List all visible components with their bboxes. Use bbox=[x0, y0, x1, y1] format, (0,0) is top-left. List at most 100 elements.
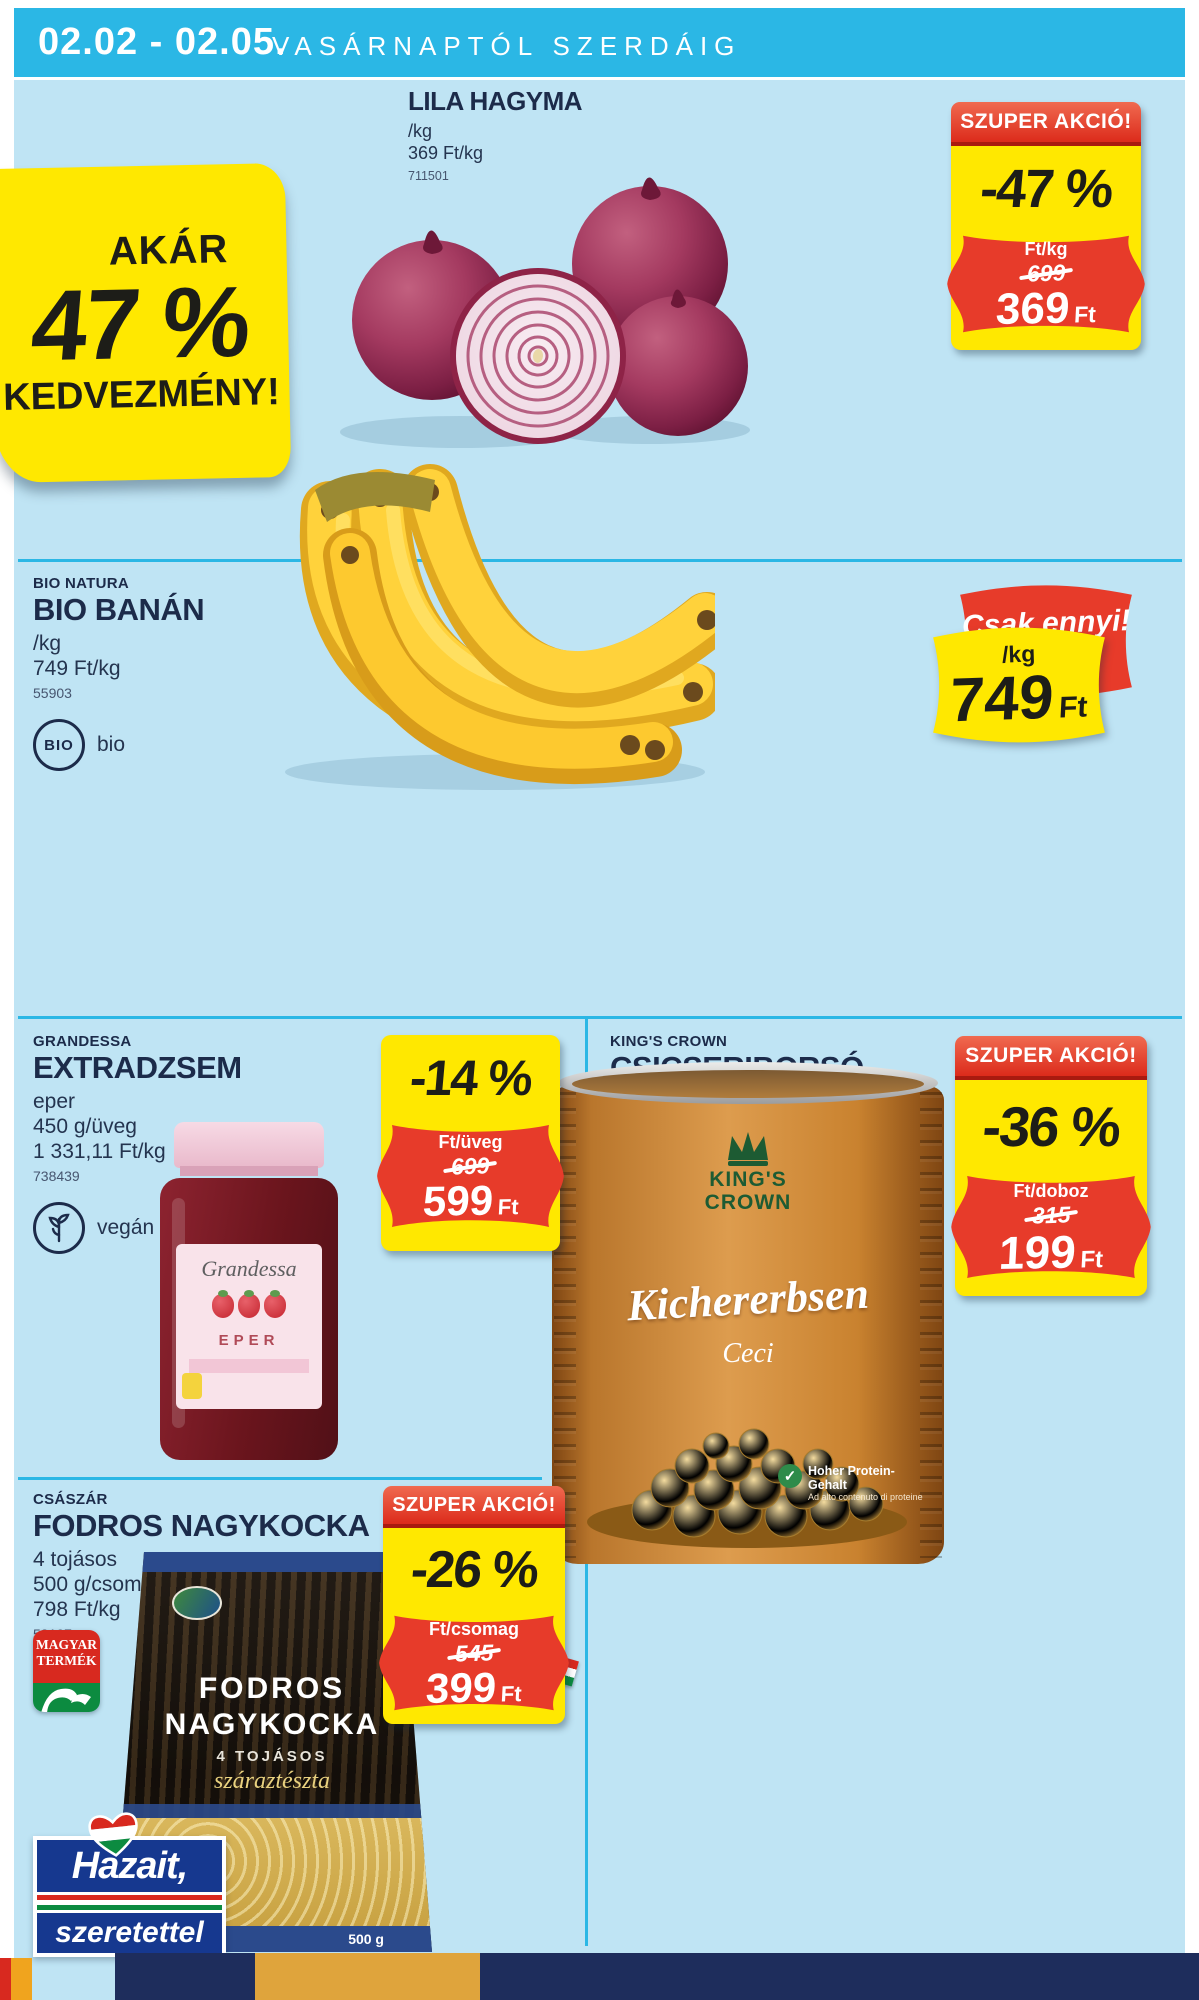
can-brand-bottom: CROWN bbox=[704, 1191, 792, 1214]
vegan-label: vegán bbox=[97, 1216, 155, 1239]
header-subtitle: VASÁRNAPTÓL SZERDÁIG bbox=[272, 31, 742, 61]
section-divider bbox=[18, 1477, 542, 1480]
product-unit-price: 749 Ft/kg bbox=[33, 657, 121, 680]
price-badge-jam: -14 % Ft/üveg 699 599 Ft bbox=[377, 1035, 564, 1251]
footer-red-strip bbox=[0, 1958, 11, 2000]
badge-header: SZUPER AKCIÓ! bbox=[951, 102, 1141, 146]
product-info-jam: GRANDESSA EXTRADZSEM eper 450 g/üveg 1 3… bbox=[33, 1033, 242, 1254]
badge-old-price: 699 bbox=[1026, 258, 1066, 287]
product-unit: /kg bbox=[408, 121, 433, 141]
claim-text: Hoher Protein-Gehalt bbox=[808, 1464, 895, 1492]
product-sku: 738439 bbox=[33, 1168, 80, 1184]
product-line: 450 g/üveg bbox=[33, 1115, 137, 1138]
badge-old-price: 315 bbox=[1031, 1200, 1071, 1229]
bio-icon: BIO bbox=[33, 719, 85, 771]
product-brand: KING'S CROWN bbox=[610, 1033, 728, 1050]
header-bar: 02.02 - 02.05. VASÁRNAPTÓL SZERDÁIG bbox=[14, 8, 1185, 77]
price-tag-shape bbox=[933, 627, 1105, 743]
tag-price: 749 Ft bbox=[948, 662, 1089, 735]
badge-old-price: 545 bbox=[454, 1638, 494, 1667]
price-badge-pasta: SZUPER AKCIÓ! -26 % Ft/csomag 545 399 Ft bbox=[379, 1486, 569, 1724]
footer-orange-strip bbox=[11, 1958, 32, 2000]
price-badge-chickpeas: SZUPER AKCIÓ! -36 % Ft/doboz 315 199 Ft bbox=[951, 1036, 1151, 1296]
bag-line3: 4 TOJÁSOS bbox=[216, 1748, 328, 1765]
footer-accent-block bbox=[255, 1953, 480, 2000]
bag-line1: FODROS bbox=[198, 1672, 346, 1705]
hazait-line2: szeretettel bbox=[37, 1913, 222, 1953]
product-info-onion: LILA HAGYMA /kg 369 Ft/kg 711501 bbox=[408, 86, 583, 186]
product-line: eper bbox=[33, 1090, 76, 1113]
badge-header: SZUPER AKCIÓ! bbox=[955, 1036, 1147, 1080]
hungary-heart-icon bbox=[88, 1812, 140, 1858]
can-subtitle: Ceci bbox=[722, 1338, 774, 1369]
hazait-logo: Hazait, szeretettel bbox=[33, 1836, 226, 1957]
claim-subtext: Ad alto contenuto di proteine bbox=[808, 1492, 923, 1502]
red-onions-image bbox=[340, 177, 750, 448]
product-line: 500 g/csomag bbox=[33, 1573, 165, 1596]
hero-line2: 47 % bbox=[27, 265, 253, 383]
product-name: BIO BANÁN bbox=[33, 592, 205, 627]
vegan-icon bbox=[33, 1202, 85, 1254]
product-brand: BIO NATURA bbox=[33, 575, 130, 592]
badge-unit: Ft/doboz bbox=[1013, 1180, 1089, 1201]
strawberries-illustration bbox=[212, 1290, 286, 1318]
product-info-banana: BIO NATURA BIO BANÁN /kg 749 Ft/kg 55903… bbox=[33, 575, 205, 771]
badge-unit: Ft/üveg bbox=[438, 1131, 503, 1152]
badge-price: 369 Ft bbox=[994, 283, 1097, 334]
chickpeas-illustration bbox=[587, 1428, 907, 1548]
badge-unit: Ft/csomag bbox=[428, 1618, 520, 1639]
badge-discount: -47 % bbox=[977, 159, 1115, 219]
badge-unit: Ft/kg bbox=[1024, 238, 1068, 259]
jar-brand-text: Grandessa bbox=[201, 1256, 297, 1281]
magyar-termek-logo: MAGYAR TERMÉK bbox=[33, 1630, 100, 1712]
bag-weight: 500 g bbox=[348, 1931, 384, 1947]
mt-line2: TERMÉK bbox=[36, 1653, 97, 1668]
jam-jar-label: Grandessa EPER bbox=[176, 1244, 322, 1409]
product-name: LILA HAGYMA bbox=[408, 86, 583, 116]
hazait-line1: Hazait, bbox=[37, 1840, 222, 1892]
product-brand: CSÁSZÁR bbox=[33, 1491, 108, 1508]
jam-jar-image: Grandessa EPER bbox=[152, 1122, 347, 1467]
mt-line1: MAGYAR bbox=[35, 1637, 97, 1652]
badge-header: SZUPER AKCIÓ! bbox=[383, 1486, 565, 1528]
badge-discount: -26 % bbox=[408, 1541, 540, 1599]
banana-price-tag: /kg 749 Ft bbox=[923, 620, 1115, 750]
protein-claim: ✓ Hoher Protein-Gehalt Ad alto contenuto… bbox=[778, 1464, 928, 1503]
bag-line2: NAGYKOCKA bbox=[164, 1708, 380, 1741]
vegan-v-sticker bbox=[182, 1373, 202, 1399]
product-line: 4 tojásos bbox=[33, 1548, 118, 1571]
bag-emblem bbox=[172, 1586, 222, 1620]
product-unit: /kg bbox=[33, 632, 62, 655]
chickpea-can-image: KING'S CROWN Kichererbsen Ceci ✓ Hoher P… bbox=[552, 1062, 944, 1567]
product-line: 1 331,11 Ft/kg bbox=[33, 1140, 166, 1163]
product-sku: 55903 bbox=[33, 685, 72, 701]
product-name: FODROS NAGYKOCKA bbox=[33, 1508, 370, 1543]
bio-label: bio bbox=[97, 733, 126, 756]
product-brand: GRANDESSA bbox=[33, 1033, 132, 1050]
badge-discount: -14 % bbox=[407, 1050, 534, 1106]
jar-flavor-text: EPER bbox=[218, 1332, 280, 1349]
product-sku: 711501 bbox=[408, 169, 449, 183]
badge-price: 599 Ft bbox=[421, 1176, 519, 1225]
section-divider bbox=[18, 1016, 1182, 1019]
product-unit-price: 369 Ft/kg bbox=[408, 143, 484, 163]
badge-discount: -36 % bbox=[980, 1094, 1122, 1158]
can-brand-top: KING'S bbox=[709, 1168, 787, 1191]
product-name: EXTRADZSEM bbox=[33, 1050, 242, 1085]
check-icon: ✓ bbox=[778, 1464, 802, 1488]
tricolor-stripe bbox=[37, 1895, 222, 1910]
bananas-image bbox=[285, 464, 715, 790]
bag-line4: száraztészta bbox=[213, 1768, 331, 1794]
badge-old-price: 699 bbox=[450, 1151, 491, 1180]
price-badge-onion: SZUPER AKCIÓ! -47 % Ft/kg 699 369 Ft bbox=[947, 102, 1145, 350]
badge-price: 399 Ft bbox=[424, 1663, 523, 1712]
badge-price: 199 Ft bbox=[997, 1225, 1104, 1279]
product-line: 798 Ft/kg bbox=[33, 1598, 121, 1621]
date-range: 02.02 - 02.05. bbox=[38, 21, 287, 63]
hero-discount-badge: AKÁR 47 % KEDVEZMÉNY! bbox=[0, 162, 292, 484]
crown-icon bbox=[728, 1132, 768, 1166]
kings-crown-crest: KING'S CROWN bbox=[552, 1128, 944, 1214]
hand-icon bbox=[41, 1688, 91, 1712]
section-divider bbox=[18, 559, 1182, 562]
